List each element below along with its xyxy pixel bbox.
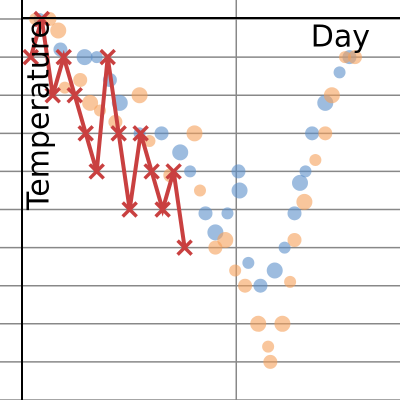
scatter-point bbox=[263, 354, 278, 369]
scatter-point bbox=[274, 315, 291, 332]
scatter-point bbox=[305, 126, 320, 141]
scatter-point bbox=[347, 50, 362, 65]
scatter-point bbox=[231, 182, 248, 199]
scatter-point bbox=[217, 232, 234, 248]
scatter-point bbox=[262, 340, 275, 353]
scatter-point bbox=[198, 206, 213, 221]
scatter-point bbox=[287, 206, 302, 221]
x-marker bbox=[44, 87, 61, 104]
scatter-point bbox=[266, 262, 283, 279]
scatter-point bbox=[339, 51, 352, 64]
scatter-point bbox=[278, 241, 291, 254]
scatter-point bbox=[284, 275, 297, 288]
scatter-point bbox=[172, 144, 189, 161]
scatter-point bbox=[250, 315, 267, 332]
scatter-point bbox=[194, 184, 206, 197]
scatter-point bbox=[131, 87, 148, 104]
scatter-point bbox=[73, 73, 88, 87]
x-marker bbox=[121, 201, 138, 218]
scatter-point bbox=[323, 87, 340, 104]
scatter-point bbox=[50, 22, 67, 39]
scatter-point bbox=[184, 165, 197, 178]
x-marker bbox=[88, 163, 105, 180]
scatter-point bbox=[82, 94, 99, 111]
x-marker bbox=[66, 87, 83, 104]
x-marker bbox=[165, 163, 182, 180]
scatter-point bbox=[318, 126, 333, 141]
scatter-point bbox=[231, 164, 246, 179]
scatter-point bbox=[221, 207, 234, 220]
x-marker bbox=[132, 125, 149, 142]
x-marker bbox=[154, 201, 171, 218]
scatter-point bbox=[76, 49, 93, 66]
x-marker bbox=[55, 48, 72, 66]
scatter-point bbox=[229, 264, 242, 277]
x-marker bbox=[22, 48, 40, 66]
x-marker bbox=[176, 239, 193, 256]
x-marker bbox=[110, 125, 127, 142]
scatter-point bbox=[299, 165, 312, 178]
plot-area bbox=[22, 10, 362, 369]
scatter-point bbox=[186, 125, 203, 142]
x-marker bbox=[33, 10, 50, 28]
scatter-point bbox=[253, 278, 268, 293]
scatter-point bbox=[90, 51, 103, 64]
y-axis-label: Temperature bbox=[22, 20, 57, 211]
scatter-point bbox=[242, 256, 255, 269]
x-marker bbox=[77, 125, 94, 142]
x-axis-label: Day bbox=[311, 20, 370, 55]
x-marker bbox=[143, 163, 160, 180]
scatter-point bbox=[238, 278, 253, 293]
scatter-point bbox=[333, 66, 346, 79]
scatter-point bbox=[292, 174, 308, 191]
x-marker bbox=[99, 48, 116, 66]
scatter-point bbox=[309, 154, 322, 166]
scatter-point bbox=[296, 193, 313, 210]
scatter-point bbox=[287, 233, 302, 247]
scatter-point bbox=[154, 126, 169, 141]
